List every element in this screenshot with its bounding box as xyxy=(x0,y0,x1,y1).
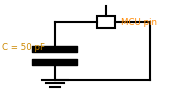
Text: C = 50 pF: C = 50 pF xyxy=(2,43,45,52)
Bar xyxy=(97,16,115,28)
Text: MCU pin: MCU pin xyxy=(121,18,157,27)
